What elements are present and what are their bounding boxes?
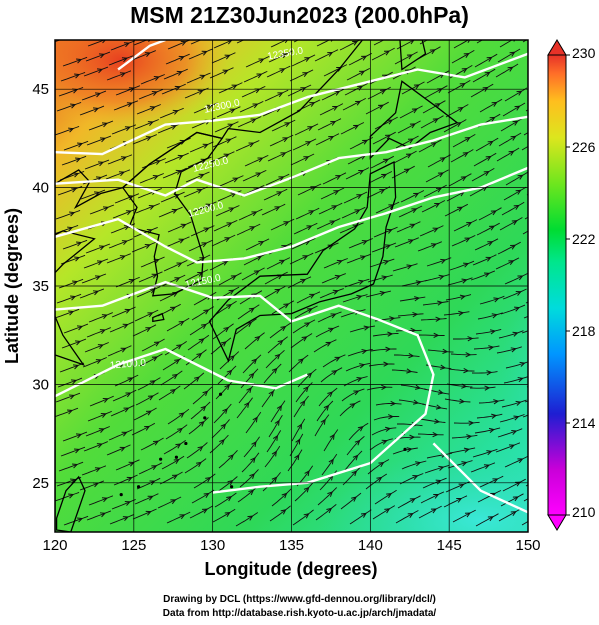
lon-tick-label: 120 <box>42 537 67 554</box>
plot-frame <box>54 39 529 533</box>
map-title: MSM 21Z30Jun2023 (200.0hPa) <box>130 2 469 28</box>
contour-line <box>55 280 435 494</box>
lon-tick-label: 135 <box>279 537 304 554</box>
contour-line <box>117 40 166 71</box>
colorbar-tick-label: 218 <box>572 323 596 339</box>
colorbar-tick-label: 222 <box>572 231 596 247</box>
colorbar-scale <box>547 54 567 516</box>
latitude-ticks: 25 30 35 40 45 <box>32 81 49 492</box>
coastline <box>55 475 86 532</box>
lat-tick-label: 30 <box>32 376 49 393</box>
lon-tick-label: 150 <box>515 537 540 554</box>
colorbar-tick-label: 210 <box>572 504 596 520</box>
lat-tick-label: 35 <box>32 278 49 295</box>
longitude-ticks: 120 125 130 135 140 145 150 <box>42 537 540 554</box>
lat-tick-label: 40 <box>32 180 49 197</box>
lat-tick-label: 45 <box>32 81 49 98</box>
contour-label: 12100.0 <box>109 357 146 371</box>
colorbar-tick-label: 226 <box>572 139 596 155</box>
colorbar-tick-label: 230 <box>572 45 596 61</box>
colorbar-max-arrow <box>547 39 567 56</box>
lon-tick-label: 130 <box>200 537 225 554</box>
colorbar-tick-label: 214 <box>572 415 596 431</box>
lon-tick-label: 145 <box>437 537 462 554</box>
lon-tick-label: 125 <box>121 537 146 554</box>
colorbar: 230 226 222 218 214 210 <box>547 39 596 531</box>
lat-lon-grid <box>55 40 528 532</box>
coastline <box>55 40 364 532</box>
y-axis-label: Latitude (degrees) <box>2 208 22 364</box>
coastline <box>369 80 459 160</box>
x-axis-label: Longitude (degrees) <box>204 559 377 579</box>
contour-line <box>55 347 308 398</box>
coastline <box>152 312 165 323</box>
credit-data: Data from http://database.rish.kyoto-u.a… <box>162 608 437 619</box>
lat-tick-label: 25 <box>32 475 49 492</box>
coastline <box>399 40 427 71</box>
lon-tick-label: 140 <box>358 537 383 554</box>
colorbar-min-arrow <box>547 514 567 531</box>
credit-drawing: Drawing by DCL (https://www.gfd-dennou.o… <box>163 594 436 605</box>
